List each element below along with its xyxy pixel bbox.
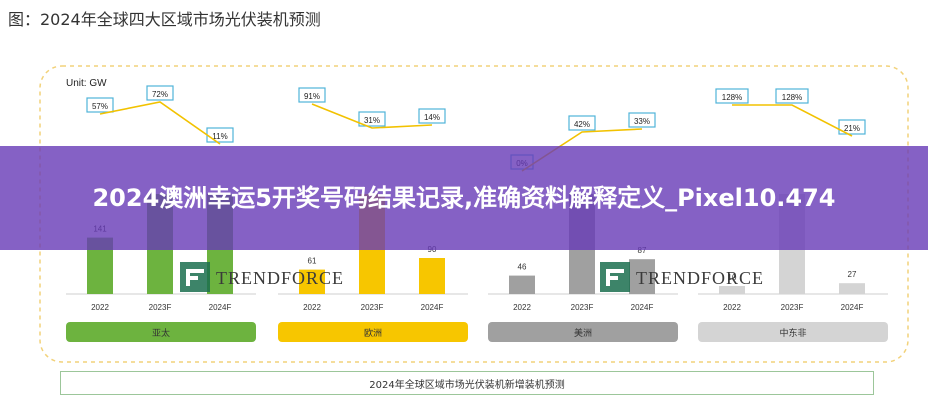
growth-label: 91%	[304, 92, 320, 101]
bar-value-label: 61	[308, 257, 317, 266]
growth-label-box	[86, 97, 114, 113]
figure-title: 图：2024年全球四大区域市场光伏装机预测	[8, 10, 321, 29]
region-label: 中东非	[779, 327, 806, 339]
trendforce-logo-mark	[186, 269, 190, 286]
trendforce-watermark: TRENDFORCE	[216, 268, 344, 288]
growth-label: 14%	[424, 113, 440, 122]
growth-label: 128%	[782, 93, 802, 102]
region-label: 美洲	[574, 327, 592, 339]
trendforce-watermark: TRENDFORCE	[636, 268, 764, 288]
unit-label: Unit: GW	[66, 78, 107, 89]
growth-label-box	[838, 119, 866, 135]
banner-text: 2024澳洲幸运5开奖号码结果记录,准确资料解释定义_Pixel10.474	[92, 184, 836, 212]
growth-label: 21%	[844, 124, 860, 133]
trendforce-logo-mark	[606, 276, 618, 280]
bar	[299, 269, 325, 294]
growth-trend-line	[311, 103, 433, 129]
growth-label: 128%	[722, 93, 742, 102]
growth-trend-line	[99, 101, 221, 145]
x-tick-label: 2023F	[571, 303, 594, 312]
title-banner: 2024澳洲幸运5开奖号码结果记录,准确资料解释定义_Pixel10.474	[0, 146, 928, 250]
x-tick-label: 2022	[723, 303, 741, 312]
bar	[629, 259, 655, 294]
bar	[839, 283, 865, 294]
bar-value-label: 27	[848, 270, 857, 279]
trendforce-logo-mark	[606, 269, 610, 286]
x-tick-label: 2022	[91, 303, 109, 312]
x-tick-label: 2024F	[209, 303, 232, 312]
growth-label: 57%	[92, 102, 108, 111]
bar-value-label: 87	[638, 246, 647, 255]
bar	[419, 258, 445, 294]
growth-label: 72%	[152, 90, 168, 99]
growth-label-box	[298, 87, 326, 103]
growth-label-box	[715, 88, 749, 104]
growth-label-box	[358, 111, 386, 127]
bar	[509, 275, 535, 294]
x-tick-label: 2024F	[631, 303, 654, 312]
x-tick-label: 2024F	[421, 303, 444, 312]
trendforce-logo-mark	[606, 269, 624, 273]
growth-label-box	[418, 108, 446, 124]
growth-trend-line	[732, 104, 853, 137]
growth-label-box	[628, 112, 656, 128]
trendforce-logo-mark	[186, 269, 204, 273]
growth-label-box	[775, 88, 809, 104]
growth-label: 42%	[574, 120, 590, 129]
bar-value-label: 46	[518, 263, 527, 272]
x-tick-label: 2023F	[781, 303, 804, 312]
growth-label-box	[568, 115, 596, 131]
growth-label-box	[146, 85, 174, 101]
x-tick-label: 2024F	[841, 303, 864, 312]
region-pill	[698, 322, 888, 342]
x-tick-label: 2023F	[361, 303, 384, 312]
region-label: 欧洲	[364, 327, 382, 339]
footer-title: 2024年全球区域市场光伏装机新增装机预测	[60, 371, 874, 395]
region-pill	[278, 322, 468, 342]
growth-label: 31%	[364, 116, 380, 125]
x-tick-label: 2022	[303, 303, 321, 312]
x-tick-label: 2022	[513, 303, 531, 312]
bar-value-label: 10	[728, 273, 737, 282]
region-pill	[66, 322, 256, 342]
bar	[719, 286, 745, 294]
trendforce-logo-mark	[186, 276, 198, 280]
growth-label: 33%	[634, 117, 650, 126]
region-label: 亚太	[152, 327, 170, 339]
growth-label: 11%	[212, 132, 227, 141]
region-pill	[488, 322, 678, 342]
x-tick-label: 2023F	[149, 303, 172, 312]
